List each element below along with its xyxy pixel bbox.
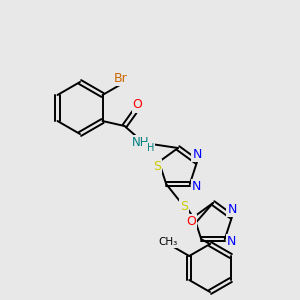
Text: N: N: [227, 235, 236, 248]
Text: O: O: [133, 98, 142, 112]
Text: S: S: [153, 160, 161, 173]
Text: S: S: [180, 200, 188, 213]
Text: N: N: [192, 180, 201, 193]
Text: NH: NH: [132, 136, 149, 148]
Text: N: N: [192, 148, 202, 161]
Text: O: O: [186, 215, 196, 228]
Text: H: H: [147, 143, 154, 153]
Text: N: N: [227, 203, 237, 216]
Text: Br: Br: [114, 71, 128, 85]
Text: CH₃: CH₃: [158, 237, 178, 247]
